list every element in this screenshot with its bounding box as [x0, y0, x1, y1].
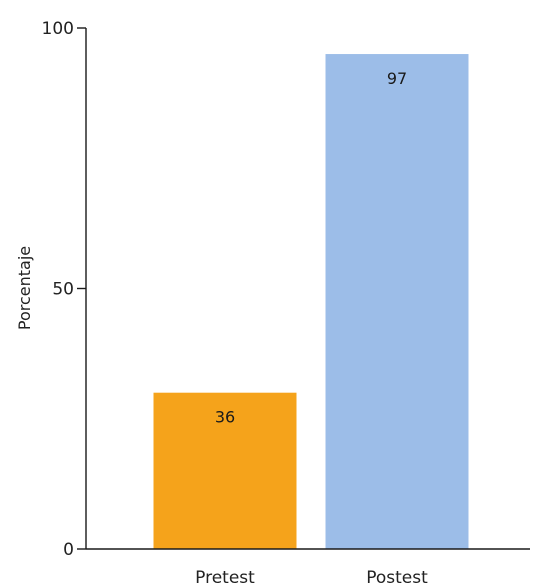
- bar-postest: [325, 54, 469, 550]
- y-tick-label-100: 100: [42, 19, 74, 39]
- x-category-labels-layer: Pretest Postest: [195, 568, 428, 588]
- bar-pretest: [153, 392, 297, 549]
- bars-layer: [153, 54, 469, 550]
- y-axis-label: Porcentaje: [15, 246, 34, 330]
- x-category-label-pretest: Pretest: [195, 568, 255, 588]
- y-tick-label-0: 0: [63, 540, 74, 560]
- x-category-label-postest: Postest: [366, 568, 428, 588]
- data-label-pretest: 36: [215, 408, 235, 427]
- y-tick-label-50: 50: [52, 280, 74, 300]
- y-ticks-layer: 0 50 100: [42, 19, 86, 560]
- data-labels-layer: 36 97: [215, 69, 407, 427]
- data-label-postest: 97: [387, 69, 407, 88]
